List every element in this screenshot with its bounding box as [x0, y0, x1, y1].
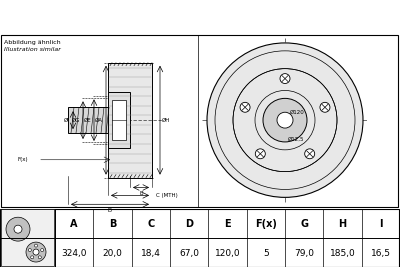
Text: E: E: [224, 219, 231, 229]
Text: B: B: [139, 191, 143, 197]
Text: 16,5: 16,5: [371, 249, 391, 258]
Text: ØA: ØA: [95, 118, 103, 123]
Text: I: I: [379, 219, 382, 229]
Circle shape: [207, 43, 363, 197]
Text: 67,0: 67,0: [179, 249, 199, 258]
Text: 24.0120-0178.1: 24.0120-0178.1: [72, 7, 232, 25]
Circle shape: [34, 244, 38, 247]
Circle shape: [263, 98, 307, 142]
Text: F(x): F(x): [255, 219, 277, 229]
Text: 5: 5: [263, 249, 269, 258]
Text: Ø12,5: Ø12,5: [288, 137, 304, 142]
Text: F(x): F(x): [18, 157, 29, 162]
Circle shape: [240, 102, 250, 112]
Circle shape: [320, 102, 330, 112]
Text: B: B: [109, 219, 116, 229]
Text: 18,4: 18,4: [141, 249, 161, 258]
Text: Illustration similar: Illustration similar: [4, 47, 61, 52]
Circle shape: [14, 225, 22, 233]
Circle shape: [280, 74, 290, 84]
Bar: [1, 209, 54, 266]
Text: G: G: [300, 219, 308, 229]
Circle shape: [255, 149, 265, 159]
Text: H: H: [338, 219, 346, 229]
Text: C (MTH): C (MTH): [156, 193, 178, 198]
Circle shape: [26, 242, 46, 262]
Text: 120,0: 120,0: [215, 249, 240, 258]
Text: D: D: [108, 208, 112, 213]
Text: Abbildung ähnlich: Abbildung ähnlich: [4, 40, 61, 45]
Text: ATE: ATE: [261, 148, 329, 181]
Text: Ø120: Ø120: [290, 110, 305, 115]
Circle shape: [305, 149, 315, 159]
Text: ØE: ØE: [83, 118, 91, 123]
Text: ØG: ØG: [72, 118, 80, 123]
Text: D: D: [185, 219, 193, 229]
Text: 185,0: 185,0: [330, 249, 355, 258]
Text: ØH: ØH: [162, 118, 170, 123]
Circle shape: [38, 256, 41, 259]
Polygon shape: [108, 63, 152, 178]
Circle shape: [33, 249, 39, 255]
Text: ØI: ØI: [64, 118, 70, 123]
Text: A: A: [70, 219, 78, 229]
Text: 324,0: 324,0: [62, 249, 87, 258]
Circle shape: [41, 249, 44, 252]
Text: 20,0: 20,0: [102, 249, 122, 258]
Polygon shape: [108, 92, 130, 148]
Text: C: C: [147, 219, 154, 229]
Polygon shape: [68, 107, 108, 133]
Circle shape: [31, 256, 34, 259]
Circle shape: [6, 217, 30, 241]
Circle shape: [277, 112, 293, 128]
Circle shape: [28, 249, 31, 252]
Polygon shape: [112, 100, 126, 140]
Text: 79,0: 79,0: [294, 249, 314, 258]
Text: 420178: 420178: [250, 7, 326, 25]
